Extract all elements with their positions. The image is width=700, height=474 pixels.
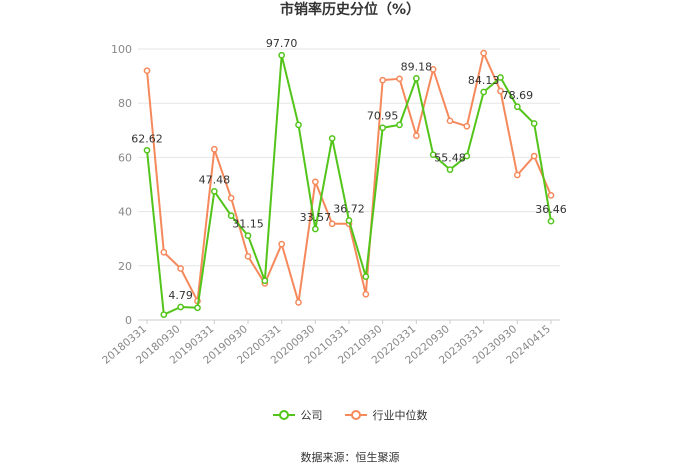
- data-point-company: [345, 217, 353, 224]
- data-point-company: [480, 88, 488, 96]
- data-point-company: [210, 187, 218, 195]
- y-tick-label: 40: [118, 206, 132, 219]
- legend: 公司 行业中位数: [0, 407, 700, 423]
- legend-item-industry-median[interactable]: 行业中位数: [344, 407, 428, 423]
- data-point-industry-median: [244, 252, 252, 260]
- data-point-company: [429, 151, 437, 159]
- data-label: 36.46: [535, 203, 567, 216]
- data-point-company: [194, 304, 201, 312]
- x-axis: 2018033120180930201903312019093020200331…: [100, 320, 553, 367]
- data-point-industry-median: [177, 265, 185, 272]
- data-point-company: [143, 146, 151, 154]
- data-label: 84.13: [468, 74, 500, 87]
- y-tick-label: 100: [111, 43, 132, 56]
- data-point-industry-median: [362, 290, 370, 298]
- data-point-company: [379, 124, 387, 132]
- legend-label-company: 公司: [300, 409, 323, 422]
- data-label: 47.48: [199, 173, 231, 186]
- data-source-note: 数据来源：恒生聚源: [300, 451, 400, 464]
- legend-swatch-industry-icon: [344, 409, 367, 421]
- data-point-company: [396, 121, 403, 129]
- data-point-industry-median: [379, 76, 387, 84]
- data-point-company: [513, 103, 521, 111]
- data-point-industry-median: [463, 122, 471, 130]
- chart-title: 市销率历史分位（%）: [280, 1, 420, 18]
- data-point-company: [547, 217, 555, 225]
- data-point-company: [362, 273, 370, 280]
- series-layer: [143, 49, 555, 318]
- data-label: 97.70: [266, 37, 298, 50]
- data-point-company: [244, 232, 252, 239]
- data-label: 70.95: [367, 110, 399, 123]
- data-label: 62.62: [131, 132, 163, 145]
- data-point-industry-median: [328, 220, 336, 228]
- data-point-industry-median: [278, 240, 286, 248]
- legend-item-company[interactable]: 公司: [272, 407, 323, 423]
- data-point-company: [261, 277, 269, 285]
- data-point-company: [160, 311, 168, 318]
- data-point-industry-median: [513, 171, 521, 179]
- data-point-industry-median: [143, 67, 151, 75]
- data-point-company: [530, 120, 538, 127]
- data-point-industry-median: [412, 132, 420, 140]
- data-point-industry-median: [311, 178, 319, 186]
- data-point-company: [295, 121, 302, 129]
- y-tick-label: 20: [118, 260, 132, 273]
- data-point-industry-median: [227, 194, 235, 202]
- data-point-industry-median: [160, 248, 168, 256]
- data-point-company: [497, 74, 504, 81]
- data-point-industry-median: [396, 75, 403, 83]
- data-point-industry-median: [295, 299, 302, 306]
- data-point-company: [278, 51, 286, 59]
- data-label: 4.79: [168, 289, 193, 302]
- data-point-industry-median: [480, 49, 488, 57]
- data-point-company: [328, 135, 336, 142]
- data-point-industry-median: [547, 191, 555, 199]
- y-axis: 0 20 40 60 80 100: [111, 43, 132, 327]
- data-point-company: [446, 166, 454, 173]
- data-label: 33.57: [300, 211, 332, 224]
- data-label: 78.69: [502, 89, 534, 102]
- y-tick-label: 60: [118, 151, 132, 164]
- data-point-industry-median: [210, 145, 218, 153]
- data-point-company: [463, 152, 471, 160]
- data-point-industry-median: [530, 152, 538, 160]
- data-point-industry-median: [497, 87, 504, 95]
- data-label: 31.15: [232, 218, 264, 231]
- y-tick-label: 80: [118, 97, 132, 110]
- line-chart: 市销率历史分位（%） 0 20 40 60 80 100 2018033120180930…: [100, 1, 567, 367]
- data-point-company: [177, 303, 185, 311]
- legend-label-industry-median: 行业中位数: [372, 409, 428, 422]
- data-point-company: [311, 225, 319, 233]
- data-point-company: [412, 74, 420, 82]
- data-point-industry-median: [429, 65, 437, 73]
- data-label: 36.72: [333, 202, 365, 215]
- data-point-industry-median: [446, 117, 454, 125]
- data-label: 55.48: [434, 152, 466, 165]
- y-tick-label: 0: [125, 314, 132, 327]
- data-point-company: [227, 212, 235, 220]
- data-label: 89.18: [401, 60, 433, 73]
- legend-swatch-company-icon: [272, 409, 295, 421]
